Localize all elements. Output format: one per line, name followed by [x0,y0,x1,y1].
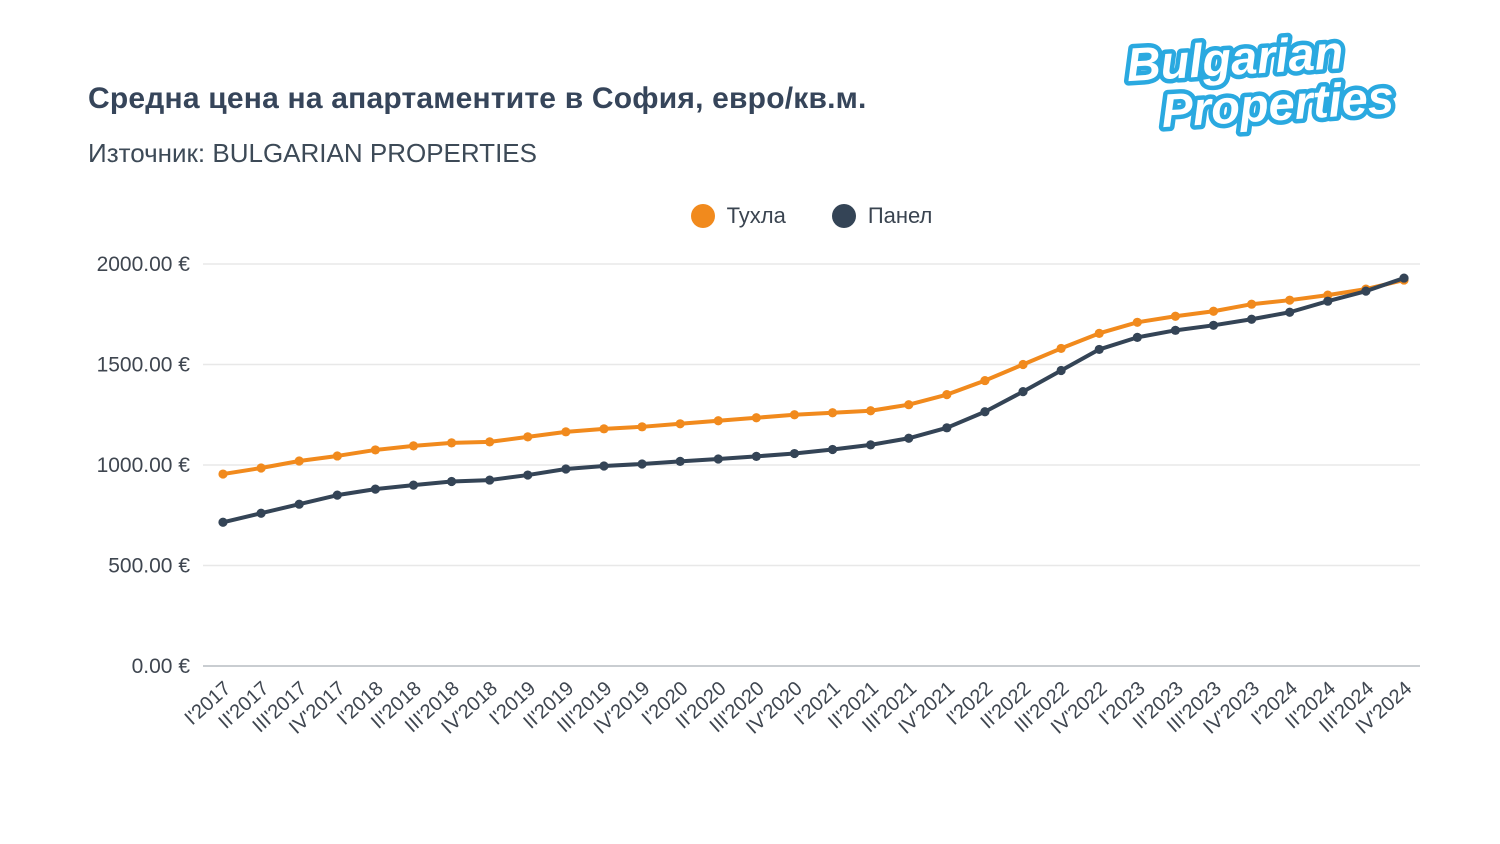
series-point-panel [1094,344,1104,355]
series-point-brick [789,410,800,420]
legend-dot-brick-icon [690,204,715,228]
series-point-panel [256,508,266,518]
series-point-panel [370,484,380,494]
series-point-panel [1208,320,1219,330]
series-point-panel [751,451,761,461]
y-tick-label: 1000.00 € [97,454,191,477]
series-point-brick [1056,343,1066,354]
series-point-panel [980,407,990,417]
series-point-brick [523,432,533,442]
series-line-panel [221,276,1406,525]
series-point-brick [485,437,495,447]
series-point-brick [561,427,571,437]
legend-dot-panel-icon [831,204,856,228]
series-point-panel [599,461,609,471]
series-point-brick [408,441,419,451]
series-point-panel [1247,314,1257,324]
series-point-panel [866,440,876,450]
y-tick-label: 1500.00 € [97,354,191,377]
brand-logo: Bulgarian Properties [1114,10,1441,154]
series-point-panel [1361,286,1371,296]
chart-legend: Тухла Панел [203,203,1420,229]
legend-label-panel: Панел [867,203,933,228]
series-point-brick [1018,359,1028,370]
series-point-panel [713,454,723,464]
series-point-panel [218,517,228,527]
series-point-panel [446,476,457,487]
page-title: Средна цена на апартаментите в София, ев… [88,82,867,115]
series-point-panel [1323,296,1333,306]
series-point-brick [218,469,228,479]
legend-item-panel: Панел [831,203,933,229]
series-point-brick [256,463,266,473]
series-point-brick [1170,311,1181,321]
series-point-brick [713,416,723,426]
series-point-panel [827,444,838,455]
series-point-panel [523,470,533,480]
series-point-panel [1285,307,1295,317]
series-point-brick [1132,317,1142,327]
series-point-panel [1399,273,1409,283]
series-point-brick [637,422,647,432]
series-point-panel [294,499,304,509]
series-point-brick [332,451,342,461]
series-point-panel [675,456,685,466]
series-point-brick [866,406,876,416]
brand-logo-svg: Bulgarian Properties [1121,21,1400,142]
series-point-panel [789,448,800,459]
series-point-panel [332,490,342,500]
series-point-brick [751,413,761,423]
series-point-brick [904,400,914,410]
source-label: Източник: BULGARIAN PROPERTIES [88,138,537,168]
series-point-panel [408,480,419,490]
legend-item-brick: Тухла [690,203,786,229]
series-point-brick [1285,295,1295,305]
series-line-brick [221,278,1406,477]
series-point-brick [446,438,457,448]
series-point-brick [942,390,952,400]
series-point-panel [1170,325,1181,335]
series-point-brick [827,408,838,418]
y-tick-label: 0.00 € [132,655,191,678]
series-point-brick [1208,306,1219,316]
series-point-brick [1094,328,1104,338]
series-point-panel [561,464,571,474]
series-point-panel [485,475,495,485]
series-point-panel [1132,332,1142,342]
series-point-brick [370,445,380,455]
series-point-panel [1056,365,1066,376]
series-point-panel [637,459,647,469]
series-point-brick [599,424,609,434]
series-point-brick [294,456,304,466]
series-point-panel [942,423,952,433]
series-point-brick [675,419,685,429]
series-point-panel [1018,387,1028,397]
series-point-brick [1247,299,1257,309]
legend-label-brick: Тухла [726,203,786,228]
series-point-panel [904,433,914,443]
y-tick-label: 500.00 € [108,555,190,578]
series-point-brick [980,375,990,386]
y-tick-label: 2000.00 € [97,253,191,276]
